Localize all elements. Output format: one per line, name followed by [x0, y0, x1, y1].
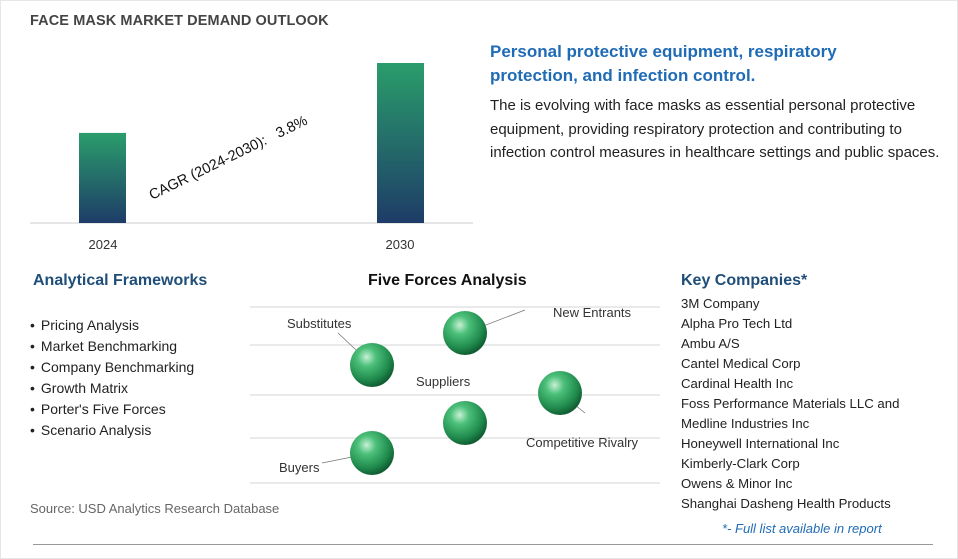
- substitutes-sphere: [350, 343, 394, 387]
- buyers-label: Buyers: [279, 460, 320, 475]
- cagr-annotation: CAGR (2024-2030): 3.8%: [147, 113, 311, 204]
- framework-item: Company Benchmarking: [30, 357, 194, 378]
- substitutes-label: Substitutes: [287, 316, 352, 331]
- competitive-rivalry-label: Competitive Rivalry: [526, 435, 638, 450]
- five-forces-heading: Five Forces Analysis: [368, 272, 527, 289]
- company-item: Alpha Pro Tech Ltd: [681, 316, 793, 331]
- new-entrants-sphere: [443, 311, 487, 355]
- x-tick-2024: 2024: [89, 237, 118, 252]
- framework-item: Market Benchmarking: [30, 336, 194, 357]
- company-item: Cantel Medical Corp: [681, 356, 801, 371]
- company-item: 3M Company: [681, 296, 760, 311]
- framework-item: Growth Matrix: [30, 378, 194, 399]
- buyers-sphere: [350, 431, 394, 475]
- frameworks-heading: Analytical Frameworks: [33, 272, 208, 289]
- company-item: Foss Performance Materials LLC and: [681, 396, 900, 411]
- five-forces-diagram: Substitutes New Entrants Suppliers Compe…: [250, 305, 660, 484]
- page-title: FACE MASK MARKET DEMAND OUTLOOK: [30, 13, 329, 29]
- companies-heading: Key Companies*: [681, 272, 808, 289]
- new-entrants-label: New Entrants: [553, 305, 632, 320]
- competitive-rivalry-sphere: [538, 371, 582, 415]
- suppliers-label: Suppliers: [416, 374, 471, 389]
- company-item: Cardinal Health Inc: [681, 376, 794, 391]
- bar-2024: [79, 132, 126, 223]
- full-list-footnote: *- Full list available in report: [722, 521, 882, 536]
- company-item: Owens & Minor Inc: [681, 476, 793, 491]
- source-note: Source: USD Analytics Research Database: [30, 501, 280, 516]
- x-tick-2030: 2030: [386, 237, 415, 252]
- bottom-divider: [33, 544, 933, 545]
- description: The is evolving with face masks as essen…: [490, 97, 940, 161]
- framework-item: Porter's Five Forces: [30, 399, 194, 420]
- bar-2030: [377, 63, 424, 223]
- demand-bar-chart: 2024 2030 CAGR (2024-2030): 3.8%: [30, 63, 473, 252]
- framework-item: Scenario Analysis: [30, 420, 194, 441]
- company-item: Ambu A/S: [681, 336, 740, 351]
- headline: Personal protective equipment, respirato…: [490, 42, 837, 85]
- company-item: Honeywell International Inc: [681, 436, 840, 451]
- suppliers-sphere: [443, 401, 487, 445]
- framework-item: Pricing Analysis: [30, 315, 194, 336]
- companies-list: 3M Company Alpha Pro Tech Ltd Ambu A/S C…: [681, 294, 899, 514]
- company-item: Medline Industries Inc: [681, 416, 810, 431]
- company-item: Kimberly-Clark Corp: [681, 456, 800, 471]
- frameworks-list: Pricing Analysis Market Benchmarking Com…: [30, 315, 194, 441]
- company-item: Shanghai Dasheng Health Products: [681, 496, 891, 511]
